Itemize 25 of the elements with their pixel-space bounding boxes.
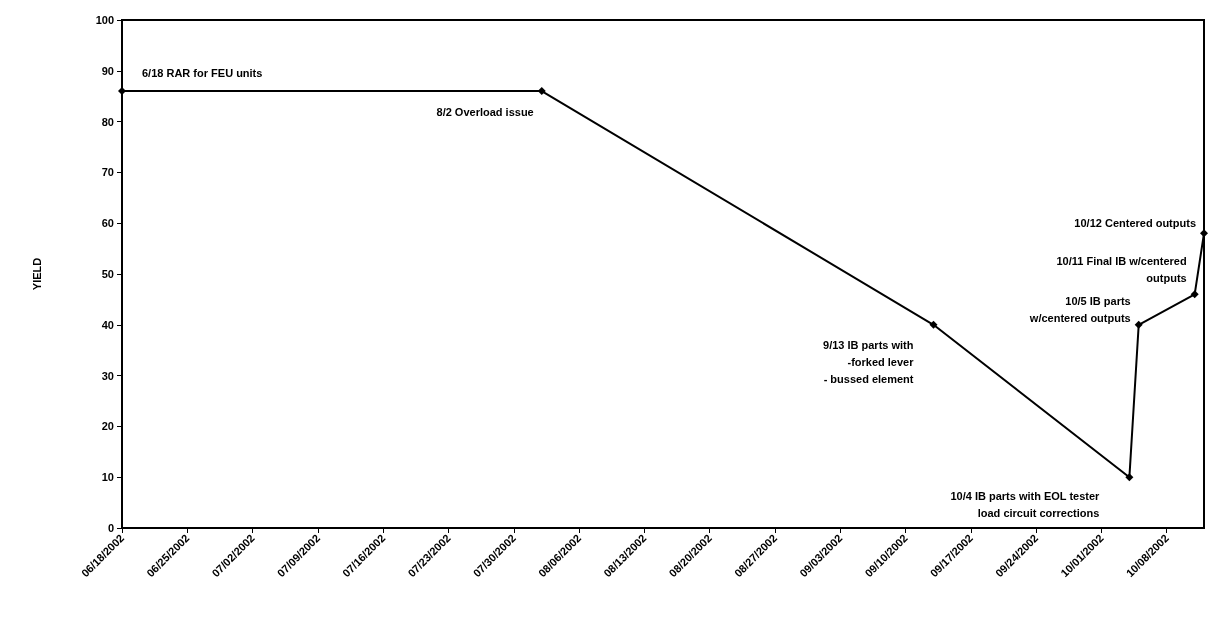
y-axis-title: YIELD [30, 257, 43, 291]
y-tick-label: 30 [101, 369, 114, 382]
y-tick-label: 10 [101, 471, 114, 484]
annotation: 10/11 Final IB w/centered outputs [1056, 254, 1187, 284]
y-tick-label: 40 [101, 318, 114, 331]
y-tick-label: 60 [101, 217, 114, 230]
annotation: 10/5 IB parts w/centered outputs [1028, 295, 1131, 325]
y-tick-label: 90 [101, 64, 114, 77]
annotation: 8/2 Overload issue [436, 105, 534, 118]
point [1200, 229, 1208, 238]
annotation: 10/4 IB parts with EOL tester load circuit corrections [950, 489, 1101, 519]
y-tick-label: 80 [101, 115, 114, 128]
annotation: 6/18 RAR for FEU units [142, 66, 263, 79]
point [1134, 320, 1143, 329]
y-tick-label: 20 [101, 420, 114, 433]
y-tick-label: 0 [107, 522, 114, 534]
point [1190, 290, 1199, 299]
y-tick-label: 100 [95, 14, 114, 26]
point [1125, 473, 1134, 482]
point [537, 87, 546, 96]
point [929, 320, 938, 329]
annotation: 10/12 Centered outputs [1074, 216, 1196, 229]
y-tick-label: 50 [101, 268, 114, 280]
annotation: 9/13 IB parts with -forked lever - bussed element [823, 339, 915, 386]
y-tick-label: 70 [101, 166, 114, 179]
